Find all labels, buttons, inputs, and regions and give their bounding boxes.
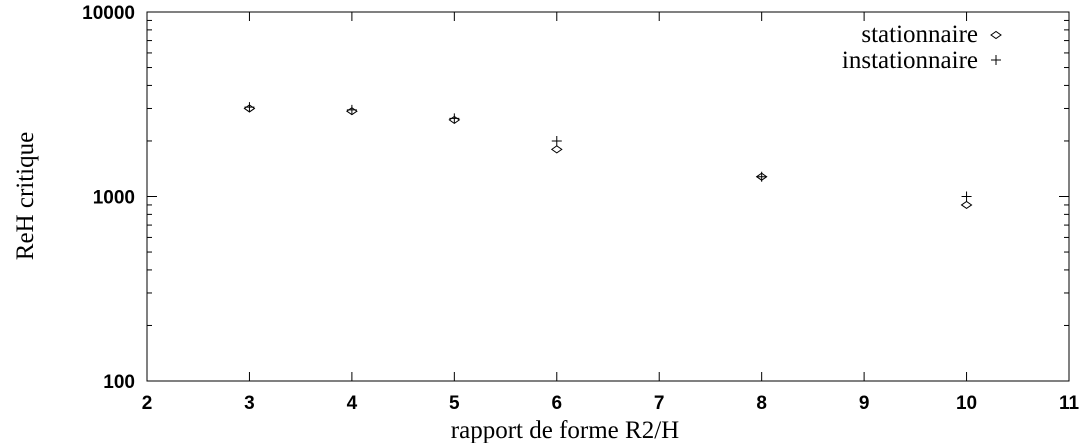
x-tick-label: 9 [859, 393, 870, 414]
y-tick-label: 100 [103, 372, 135, 393]
y-axis-ticks [147, 11, 1069, 382]
x-tick-label: 7 [654, 393, 665, 414]
legend-label-instationnaire: instationnaire [842, 47, 978, 74]
instationnaire-point [551, 135, 562, 146]
y-tick-label: 10000 [82, 3, 135, 24]
stationnaire-point [243, 104, 256, 113]
stationnaire-point [346, 107, 358, 116]
y-tick-label: 1000 [93, 188, 135, 209]
y-axis-tick-labels: 100 1000 10000 [82, 3, 135, 393]
data-points [243, 102, 973, 210]
stationnaire-point [755, 172, 768, 181]
x-tick-label: 4 [347, 393, 358, 414]
x-tick-label: 2 [142, 393, 153, 414]
x-tick-label: 10 [956, 393, 977, 414]
instationnaire-point [244, 102, 255, 113]
x-tick-label: 11 [1059, 393, 1080, 414]
y-axis-label: ReH critique [12, 132, 39, 260]
legend-marker-plus [991, 55, 1001, 65]
instationnaire-point [961, 191, 972, 202]
x-axis-label: rapport de forme R2/H [451, 417, 679, 443]
x-tick-label: 3 [244, 393, 255, 414]
x-tick-label: 8 [756, 393, 767, 414]
instationnaire-point [756, 171, 767, 182]
x-axis-ticks [146, 12, 1070, 381]
instationnaire-point [346, 104, 357, 115]
instationnaire-point [449, 113, 460, 124]
legend-label-stationnaire: stationnaire [861, 21, 978, 48]
x-tick-label: 6 [551, 393, 562, 414]
stationnaire-point [448, 115, 461, 125]
x-axis-tick-labels: 2 3 4 5 6 7 8 9 10 11 [142, 393, 1080, 414]
legend-marker-diamond [990, 30, 1002, 40]
stationnaire-point [550, 145, 563, 154]
stationnaire-point [960, 200, 973, 210]
x-tick-label: 5 [449, 393, 460, 414]
